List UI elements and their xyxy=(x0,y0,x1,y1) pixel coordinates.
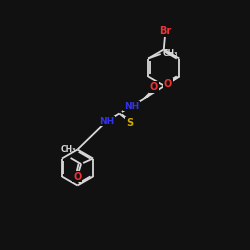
Text: O: O xyxy=(150,82,158,92)
Text: NH: NH xyxy=(99,116,114,126)
Text: O: O xyxy=(73,172,82,181)
Text: NH: NH xyxy=(124,102,140,110)
Text: CH₃: CH₃ xyxy=(163,50,178,58)
Text: CH₃: CH₃ xyxy=(61,145,76,154)
Text: Br: Br xyxy=(159,26,171,36)
Text: S: S xyxy=(126,118,134,128)
Text: O: O xyxy=(164,78,172,88)
